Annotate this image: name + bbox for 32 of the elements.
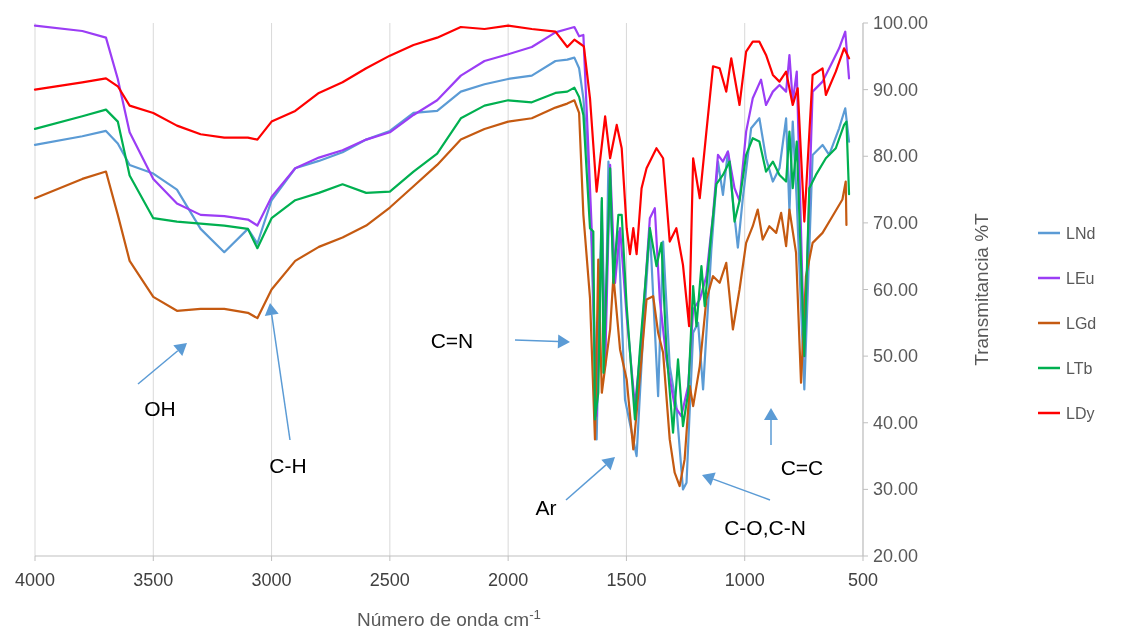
x-tick-label: 3000 xyxy=(251,570,292,590)
x-tick-label: 1500 xyxy=(606,570,647,590)
legend-label: LGd xyxy=(1066,315,1097,332)
x-tick-label: 1000 xyxy=(724,570,765,590)
annotation: C-O,C-N xyxy=(724,516,806,539)
legend-label: LTb xyxy=(1066,360,1093,377)
y-tick-label: 90.00 xyxy=(873,79,919,100)
y-tick-label: 80.00 xyxy=(873,146,919,167)
x-tick-label: 2500 xyxy=(369,570,410,590)
y-tick-label: 60.00 xyxy=(873,279,919,300)
x-tick-label: 500 xyxy=(847,570,879,590)
y-tick-label: 50.00 xyxy=(873,346,919,367)
legend-label: LDy xyxy=(1066,405,1095,422)
y-tick-label: 30.00 xyxy=(873,479,919,500)
x-tick-label: 3500 xyxy=(133,570,174,590)
y-tick-label: 40.00 xyxy=(873,412,919,433)
x-axis-title: Número de onda cm$^{-1}$ xyxy=(357,606,541,630)
annotation: C=N xyxy=(430,329,474,352)
y-tick-label: 70.00 xyxy=(873,212,919,233)
annotation: Ar xyxy=(535,496,557,519)
legend-label: LNd xyxy=(1066,225,1096,242)
annotation: C-H xyxy=(269,454,307,477)
line-series xyxy=(33,24,851,328)
annotation: C=C xyxy=(780,456,824,479)
legend-label: LEu xyxy=(1066,270,1095,287)
y-tick-label: 100.00 xyxy=(873,13,929,33)
annotation: OH xyxy=(144,397,176,420)
y-axis-title: Transmitancia %T xyxy=(971,212,992,366)
y-tick-label: 20.00 xyxy=(873,546,919,566)
line-series xyxy=(33,86,851,434)
x-tick-label: 4000 xyxy=(14,570,56,590)
x-tick-label: 2000 xyxy=(488,570,529,590)
